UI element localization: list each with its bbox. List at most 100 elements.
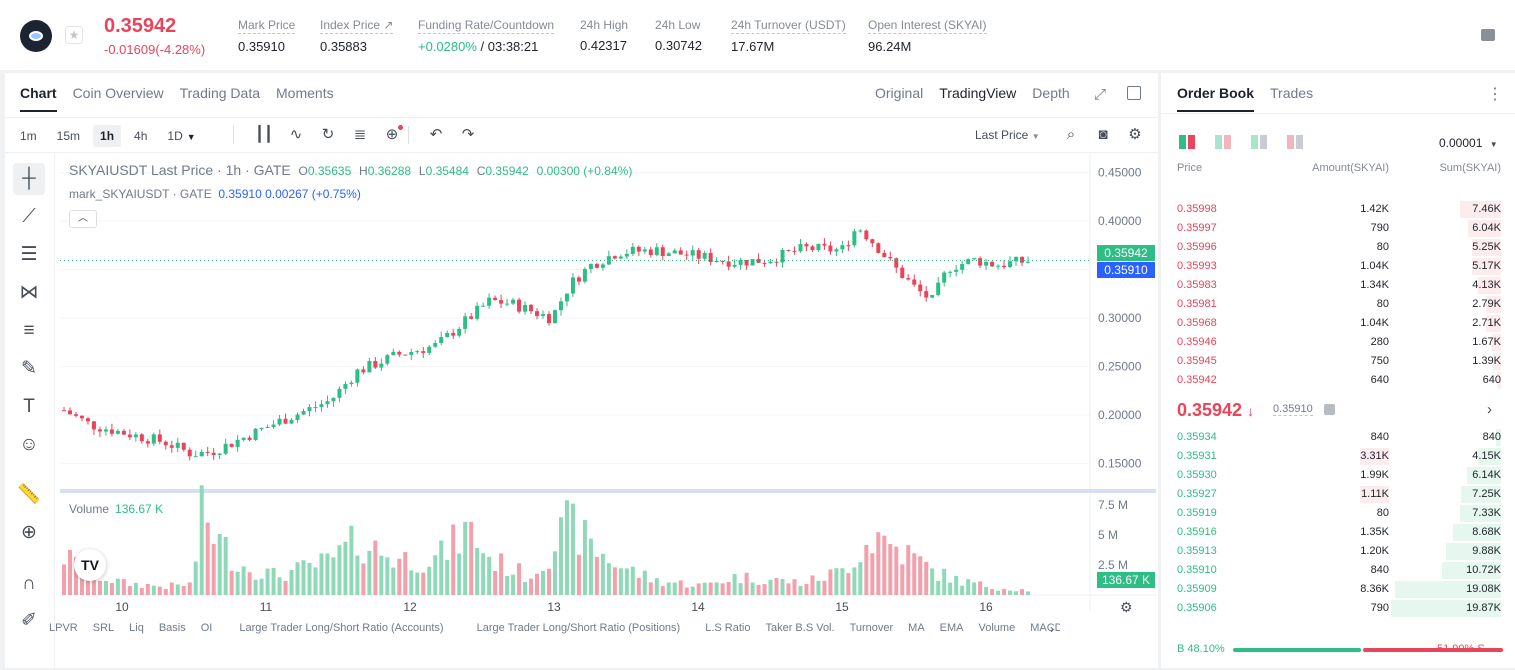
row-price: 0.35927 — [1177, 488, 1217, 500]
indicator-item[interactable]: Large Trader Long/Short Ratio (Accounts) — [239, 622, 444, 634]
expand-icon[interactable]: ⤢ — [1094, 86, 1107, 103]
layout-bids-icon[interactable] — [1251, 135, 1267, 149]
tab-chart[interactable]: Chart — [20, 85, 57, 112]
guide-book-icon[interactable] — [1481, 29, 1495, 41]
sell-ratio-bar — [1363, 648, 1503, 652]
chart-svg[interactable]: 0.450000.400000.350000.300000.250000.200… — [60, 153, 1156, 611]
layout-both-icon[interactable] — [1179, 135, 1195, 149]
text-icon[interactable]: T — [23, 396, 35, 417]
chevron-right-icon[interactable]: › — [1050, 622, 1054, 636]
orderbook-row[interactable]: 0.35931 3.31K 4.15K — [1161, 447, 1515, 466]
search-icon[interactable]: ⌕ — [1066, 126, 1076, 143]
indicator-item[interactable]: OI — [200, 622, 213, 634]
tab-depth[interactable]: Depth — [1032, 85, 1070, 101]
emoji-icon[interactable]: ☺ — [19, 434, 39, 455]
candle-body — [487, 297, 492, 306]
candle-body — [523, 304, 528, 312]
stat-index-price[interactable]: Index Price ↗ 0.35883 — [320, 18, 394, 54]
crosshair-icon[interactable]: ┼ — [13, 163, 45, 195]
ruler-icon[interactable]: 📏 — [17, 484, 41, 505]
undo-redo: ↶ ↷ — [427, 127, 477, 143]
tab-moments[interactable]: Moments — [276, 85, 334, 101]
zoom-icon[interactable]: ⊕ — [21, 522, 37, 543]
window-icon[interactable] — [1127, 86, 1141, 100]
brush-icon[interactable]: ✎ — [21, 358, 37, 379]
interval-4h[interactable]: 4h — [134, 129, 148, 143]
more-icon[interactable]: ⋮ — [1487, 86, 1503, 103]
camera-icon[interactable]: ◙ — [1098, 126, 1108, 143]
price-source-select[interactable]: Last Price ▼ — [975, 128, 1040, 142]
indicator-item[interactable]: LPVR — [49, 622, 78, 634]
horizontal-lines-icon[interactable]: ☰ — [20, 244, 38, 265]
indicator-item[interactable]: Liq — [129, 622, 144, 634]
indicator-item[interactable]: SRL — [92, 622, 115, 634]
collapse-legend-button[interactable]: ︿ — [69, 210, 97, 228]
orderbook-row[interactable]: 0.35946 280 1.67K — [1161, 333, 1515, 352]
indicator-item[interactable]: Turnover — [849, 622, 894, 634]
layout-asks-icon[interactable] — [1287, 135, 1303, 149]
orderbook-row[interactable]: 0.35981 80 2.79K — [1161, 295, 1515, 314]
indicator-item[interactable]: Taker B.S Vol. — [765, 622, 835, 634]
orderbook-row[interactable]: 0.35913 1.20K 9.88K — [1161, 542, 1515, 561]
indicator-item[interactable]: Large Trader Long/Short Ratio (Positions… — [476, 622, 681, 634]
interval-1m[interactable]: 1m — [20, 129, 37, 143]
orderbook-row[interactable]: 0.35919 80 7.33K — [1161, 504, 1515, 523]
candle-body — [289, 419, 294, 424]
interval-15m[interactable]: 15m — [56, 129, 81, 143]
undo-icon[interactable]: ↶ — [429, 126, 443, 143]
templates-icon[interactable]: ≣ — [353, 126, 367, 143]
row-sum: 4.15K — [1472, 450, 1501, 462]
stat-open-interest: Open Interest (SKYAI) 96.24M — [868, 18, 987, 54]
indicator-item[interactable]: L.S Ratio — [705, 622, 751, 634]
indicator-item[interactable]: MA — [908, 622, 925, 634]
orderbook-row[interactable]: 0.35930 1.99K 6.14K — [1161, 466, 1515, 485]
indicator-item[interactable]: Basis — [158, 622, 186, 634]
tab-trading-data[interactable]: Trading Data — [179, 85, 261, 101]
orderbook-row[interactable]: 0.35983 1.34K 4.13K — [1161, 276, 1515, 295]
orderbook-row[interactable]: 0.35968 1.04K 2.71K — [1161, 314, 1515, 333]
orderbook-row[interactable]: 0.35906 790 19.87K — [1161, 599, 1515, 618]
add-icon[interactable]: ⊕ — [383, 125, 403, 143]
candlestick-chart[interactable]: 0.450000.400000.350000.300000.250000.200… — [60, 153, 1156, 668]
layout-both-alt-icon[interactable] — [1215, 135, 1231, 149]
orderbook-row[interactable]: 0.35909 8.36K 19.08K — [1161, 580, 1515, 599]
redo-icon[interactable]: ↷ — [461, 126, 475, 143]
orderbook-row[interactable]: 0.35997 790 6.04K — [1161, 219, 1515, 238]
compare-icon[interactable]: ↻ — [321, 126, 335, 143]
tab-order-book[interactable]: Order Book — [1177, 85, 1254, 112]
orderbook-row[interactable]: 0.35910 840 10.72K — [1161, 561, 1515, 580]
orderbook-row[interactable]: 0.35927 1.11K 7.25K — [1161, 485, 1515, 504]
tradingview-logo[interactable]: TV — [74, 549, 106, 581]
orderbook-row[interactable]: 0.35945 750 1.39K — [1161, 352, 1515, 371]
row-amount: 640 — [1370, 374, 1389, 386]
indicator-item[interactable]: EMA — [939, 622, 964, 634]
pencil-lock-icon[interactable]: ✐ — [21, 610, 37, 631]
interval-1d[interactable]: 1D ▼ — [167, 129, 196, 143]
orderbook-row[interactable]: 0.35934 840 840 — [1161, 428, 1515, 447]
indicators-icon[interactable]: ∿ — [289, 126, 303, 143]
indicator-item[interactable]: MACD — [1030, 622, 1061, 634]
trendline-icon[interactable]: ⟋ — [22, 206, 36, 227]
gear-icon[interactable]: ⚙ — [1128, 126, 1142, 143]
volume-bar — [439, 540, 444, 595]
interval-1h[interactable]: 1h — [93, 125, 122, 147]
magnet-icon[interactable]: ∩ — [22, 573, 36, 594]
orderbook-row[interactable]: 0.35996 80 5.25K — [1161, 238, 1515, 257]
orderbook-row[interactable]: 0.35993 1.04K 5.17K — [1161, 257, 1515, 276]
precision-select[interactable]: 0.00001 ▼ — [1439, 136, 1498, 150]
volume-bar — [846, 573, 851, 595]
orderbook-row[interactable]: 0.35998 1.42K 7.46K — [1161, 200, 1515, 219]
chart-settings-icon[interactable]: ⚙ — [1120, 599, 1133, 615]
favorite-star-icon[interactable]: ★ — [65, 26, 83, 44]
chevron-right-icon[interactable]: › — [1487, 401, 1492, 418]
tab-coin-overview[interactable]: Coin Overview — [72, 85, 164, 101]
fib-icon[interactable]: ≡ — [23, 320, 35, 341]
orderbook-row[interactable]: 0.35942 640 640 — [1161, 371, 1515, 390]
pattern-icon[interactable]: ⋈ — [19, 282, 39, 303]
tab-original[interactable]: Original — [875, 85, 924, 101]
candle-type-icon[interactable]: ┃┃ — [255, 126, 274, 143]
indicator-item[interactable]: Volume — [978, 622, 1016, 634]
tab-tradingview[interactable]: TradingView — [939, 85, 1017, 101]
tab-trades[interactable]: Trades — [1270, 85, 1314, 101]
orderbook-row[interactable]: 0.35916 1.35K 8.68K — [1161, 523, 1515, 542]
